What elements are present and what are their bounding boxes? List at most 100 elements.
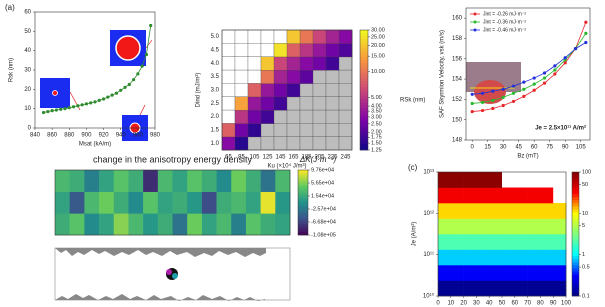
colorbar-tick-label: 5.00: [371, 95, 382, 101]
colorbar-step: [572, 203, 579, 206]
data-point: [564, 61, 567, 64]
heat-cell: [476, 234, 489, 250]
heat-cell: [274, 70, 287, 84]
heat-cell: [287, 30, 300, 44]
colorbar-step: [572, 200, 579, 203]
heat-cell: [540, 281, 553, 297]
empty-cell: [553, 188, 566, 204]
data-point: [471, 93, 474, 96]
heat-cell: [540, 265, 553, 281]
data-point: [491, 90, 494, 93]
heat-cell: [502, 188, 515, 204]
heat-cell: [143, 213, 158, 235]
data-point: [553, 68, 556, 71]
heat-cell: [55, 213, 70, 235]
heat-cell: [231, 170, 246, 192]
empty-cell: [261, 43, 274, 56]
y-axis-label: Je (A/m²): [412, 222, 418, 247]
heat-cell: [438, 219, 451, 235]
heat-cell: [300, 70, 313, 84]
heat-cell: [515, 188, 528, 204]
y-tick-label: 50: [24, 29, 31, 35]
x-tick-label: 920: [99, 133, 110, 139]
heat-cell: [438, 250, 451, 266]
x-axis-label: Bz (mT): [517, 154, 538, 160]
empty-cell: [248, 137, 261, 150]
colorbar-step: [572, 284, 579, 287]
colorbar-step: [360, 117, 368, 120]
empty-cell: [528, 172, 541, 188]
data-point: [491, 107, 494, 110]
colorbar-step: [360, 132, 368, 135]
heat-cell: [158, 170, 173, 192]
heat-cell: [464, 250, 477, 266]
x-tick-label: 15: [484, 145, 491, 151]
y-tick-label: 60: [24, 10, 31, 16]
x-tick-label: 880: [64, 133, 75, 139]
empty-cell: [287, 110, 300, 123]
heat-cell: [464, 219, 477, 235]
data-point: [512, 92, 515, 95]
data-point: [59, 108, 62, 111]
heat-cell: [476, 219, 489, 235]
data-point: [123, 86, 126, 89]
data-point: [145, 53, 148, 56]
y-tick-label: 10¹¹: [423, 252, 434, 258]
heat-cell: [528, 219, 541, 235]
empty-cell: [326, 97, 339, 110]
colorbar-step: [572, 265, 579, 268]
heat-cell: [464, 281, 477, 297]
colorbar-tick-label: 30.00: [371, 27, 385, 33]
colorbar-step: [360, 87, 368, 90]
empty-cell: [313, 70, 326, 83]
colorbar-step: [298, 170, 308, 172]
empty-cell: [300, 110, 313, 123]
y-tick-label: 0: [28, 126, 32, 132]
pointer: [140, 105, 145, 115]
x-tick-label: 105: [576, 145, 587, 151]
heat-cell: [313, 57, 326, 71]
heat-cell: [173, 213, 188, 235]
x-tick-label: 145: [275, 155, 286, 161]
colorbar-step: [572, 259, 579, 262]
heat-cell: [231, 213, 246, 235]
heat-cell: [274, 57, 287, 71]
heat-cell: [326, 30, 339, 44]
heat-cell: [540, 234, 553, 250]
heat-cell: [553, 281, 566, 297]
legend-marker: [474, 21, 477, 24]
heat-cell: [143, 170, 158, 192]
empty-cell: [248, 43, 261, 56]
empty-cell: [313, 110, 326, 123]
heat-cell: [515, 219, 528, 235]
heat-cell: [464, 172, 477, 188]
heat-cell: [528, 234, 541, 250]
colorbar-step: [572, 281, 579, 284]
heat-cell: [339, 43, 352, 57]
colorbar-step: [572, 262, 579, 265]
heat-cell: [300, 30, 313, 44]
data-point: [502, 96, 505, 99]
empty-cell: [300, 137, 313, 150]
heat-cell: [246, 192, 261, 214]
data-point: [584, 21, 587, 24]
colorbar-step: [572, 172, 579, 175]
heat-cell: [553, 265, 566, 281]
data-point: [119, 89, 122, 92]
heat-cell: [515, 281, 528, 297]
empty-cell: [313, 123, 326, 136]
data-point: [46, 110, 49, 113]
colorbar-tick-label: -2.57e+04: [311, 206, 336, 212]
panel-label: (c): [408, 163, 418, 172]
heat-cell: [528, 203, 541, 219]
heat-cell: [114, 213, 129, 235]
data-point: [533, 76, 536, 79]
data-point: [63, 107, 66, 110]
heat-cell: [438, 188, 451, 204]
heat-cell: [438, 203, 451, 219]
heat-cell: [128, 213, 143, 235]
y-tick-label: 10¹³: [423, 170, 434, 176]
x-tick-label: 245: [340, 155, 351, 161]
colorbar-tick-label: 5.65e+04: [311, 180, 334, 186]
heat-cell: [502, 203, 515, 219]
